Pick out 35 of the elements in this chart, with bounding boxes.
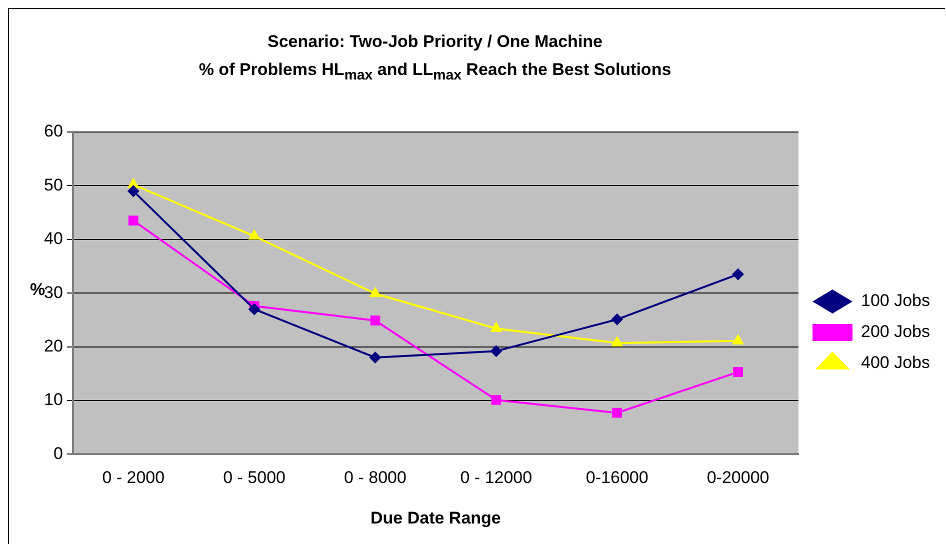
- x-tick-label: 0 - 2000: [102, 468, 165, 488]
- y-tick-label: 10: [44, 390, 63, 410]
- point: [490, 345, 502, 358]
- x-axis-title: Due Date Range: [370, 508, 501, 528]
- y-tick-label: 40: [44, 229, 63, 248]
- point: [612, 408, 622, 418]
- point: [127, 185, 140, 198]
- x-tick-label: 0 - 8000: [344, 468, 406, 488]
- point: [128, 216, 138, 226]
- y-tick-label: 50: [44, 175, 63, 194]
- point: [491, 395, 502, 405]
- point: [248, 303, 260, 316]
- y-axis-title: %: [30, 280, 46, 300]
- legend-label: 400 Jobs: [861, 353, 930, 372]
- legend-label: 100 Jobs: [861, 291, 930, 310]
- legend-label: 200 Jobs: [861, 322, 930, 342]
- point: [370, 316, 380, 326]
- point: [369, 286, 382, 298]
- y-tick-label: 0: [53, 444, 63, 463]
- point: [248, 229, 260, 240]
- point: [732, 268, 744, 280]
- x-tick-label: 0-16000: [586, 468, 648, 488]
- point: [733, 367, 743, 377]
- x-tick-label: 0 - 5000: [223, 468, 286, 488]
- point: [369, 352, 382, 364]
- y-tick-label: 60: [44, 122, 63, 141]
- x-tick-label: 0-20000: [706, 468, 770, 488]
- point: [611, 313, 624, 326]
- x-tick-label: 0 - 12000: [460, 468, 532, 488]
- point: [490, 322, 502, 332]
- y-tick-label: 20: [44, 336, 63, 356]
- y-tick-label: 30: [44, 282, 63, 302]
- chart-subtitle: % of Problems HL$_{max}$ and LL$_{max}$ Reach the Best Solutions: [198, 60, 672, 84]
- chart-title: Scenario: Two-Job Priority / One Machine: [266, 32, 604, 52]
- point: [611, 336, 624, 347]
